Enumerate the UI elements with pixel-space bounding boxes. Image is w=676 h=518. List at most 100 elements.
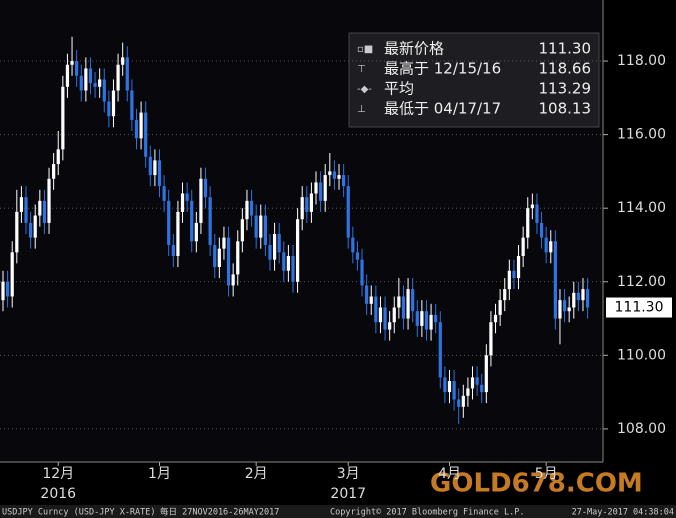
candle-body: [544, 237, 548, 253]
candle-body: [553, 241, 557, 319]
candle-body: [268, 244, 272, 260]
year-label: 2016: [40, 486, 76, 502]
candle-body: [61, 86, 65, 150]
x-tick-label: 4月: [438, 466, 461, 482]
candle-body: [84, 68, 88, 91]
candle-body: [470, 377, 475, 389]
y-tick-label: 112.00: [617, 274, 666, 290]
watermark: GOLD678.COM: [430, 469, 643, 499]
candle-body: [199, 178, 203, 223]
candle-body: [249, 200, 254, 216]
candle-body: [452, 381, 456, 400]
year-label: 2017: [330, 486, 366, 502]
candle-body: [79, 75, 83, 91]
x-tick-label: 1月: [148, 466, 171, 482]
candle-body: [585, 289, 590, 308]
candle-body: [29, 222, 33, 238]
last-price-tag: [606, 297, 672, 318]
candle-body: [420, 311, 424, 326]
footer-text: Copyright© 2017 Bloomberg Finance L.P.: [330, 508, 524, 518]
candle-body: [314, 182, 318, 194]
legend-box: [348, 32, 600, 128]
candle-body: [236, 241, 240, 275]
candle-body: [388, 322, 392, 330]
candle-body: [38, 200, 42, 216]
candle-body: [65, 64, 70, 87]
candle-body: [52, 164, 56, 179]
candle-body: [295, 219, 300, 282]
candle-body: [392, 307, 396, 323]
candle-body: [498, 300, 502, 315]
candle-body: [15, 211, 19, 253]
candle-body: [47, 178, 51, 223]
candle-body: [346, 186, 350, 238]
candle-body: [411, 289, 415, 312]
candle-body: [134, 119, 139, 139]
candle-body: [415, 311, 419, 326]
candle-body: [457, 399, 461, 407]
candle-body: [1, 281, 5, 301]
candle-body: [180, 193, 185, 212]
candle-body: [489, 322, 493, 356]
candle-body: [526, 208, 530, 238]
candle-body: [93, 83, 97, 87]
candle-body: [484, 355, 488, 393]
candle-body: [157, 160, 162, 187]
legend-icon: ⊤: [357, 64, 366, 75]
candle-body: [461, 395, 465, 407]
legend-value: 111.30: [539, 40, 592, 58]
y-tick-label: 118.00: [617, 53, 666, 69]
candle-body: [277, 233, 281, 253]
candle-body: [282, 252, 286, 271]
y-tick-label: 116.00: [617, 127, 666, 143]
x-tick-label: 12月: [42, 466, 74, 482]
candle-body: [75, 61, 79, 76]
footer-text: 27-May-2017 04:38:04: [572, 508, 674, 518]
candle-body: [397, 296, 401, 308]
candle-body: [226, 237, 231, 286]
candle-body: [10, 252, 14, 297]
candle-body: [19, 197, 24, 212]
candle-body: [5, 281, 10, 297]
candle-body: [208, 197, 212, 245]
candle-body: [434, 314, 438, 323]
candle-body: [254, 215, 258, 238]
candle-body: [148, 156, 152, 176]
candle-body: [231, 274, 235, 286]
candle-body: [222, 237, 226, 249]
candle-body: [176, 211, 180, 257]
legend-icon: ⊥: [357, 104, 366, 115]
candle-body: [24, 197, 28, 223]
candle-body: [185, 193, 189, 201]
candle-body: [429, 314, 433, 330]
candle-body: [323, 175, 327, 201]
candle-body: [190, 200, 194, 242]
candle-body: [521, 237, 525, 257]
candle-body: [466, 388, 470, 396]
candle-body: [259, 215, 263, 238]
x-tick-label: 5月: [535, 466, 558, 482]
footer-bar: [0, 505, 676, 518]
y-tick-label: 114.00: [617, 200, 666, 216]
legend-icon: -◆-: [357, 84, 372, 95]
candle-body: [351, 237, 355, 253]
candle-body: [245, 200, 249, 220]
candle-body: [424, 311, 429, 330]
candle-body: [567, 307, 571, 312]
candle-body: [167, 200, 171, 245]
candle-body: [107, 101, 111, 117]
legend-value: 118.66: [539, 60, 592, 78]
candle-body: [125, 57, 129, 91]
candle-body: [33, 215, 37, 238]
candle-body: [369, 296, 373, 304]
footer-text: USDJPY Curncy (USD-JPY X-RATE): [2, 508, 156, 518]
candle-body: [406, 289, 410, 319]
legend-label: 平均: [384, 80, 414, 98]
candle-body: [121, 57, 125, 65]
candle-body: [213, 244, 217, 268]
candle-body: [512, 270, 516, 279]
candle-body: [217, 248, 221, 268]
candle-body: [475, 377, 479, 385]
candle-body: [516, 256, 521, 279]
